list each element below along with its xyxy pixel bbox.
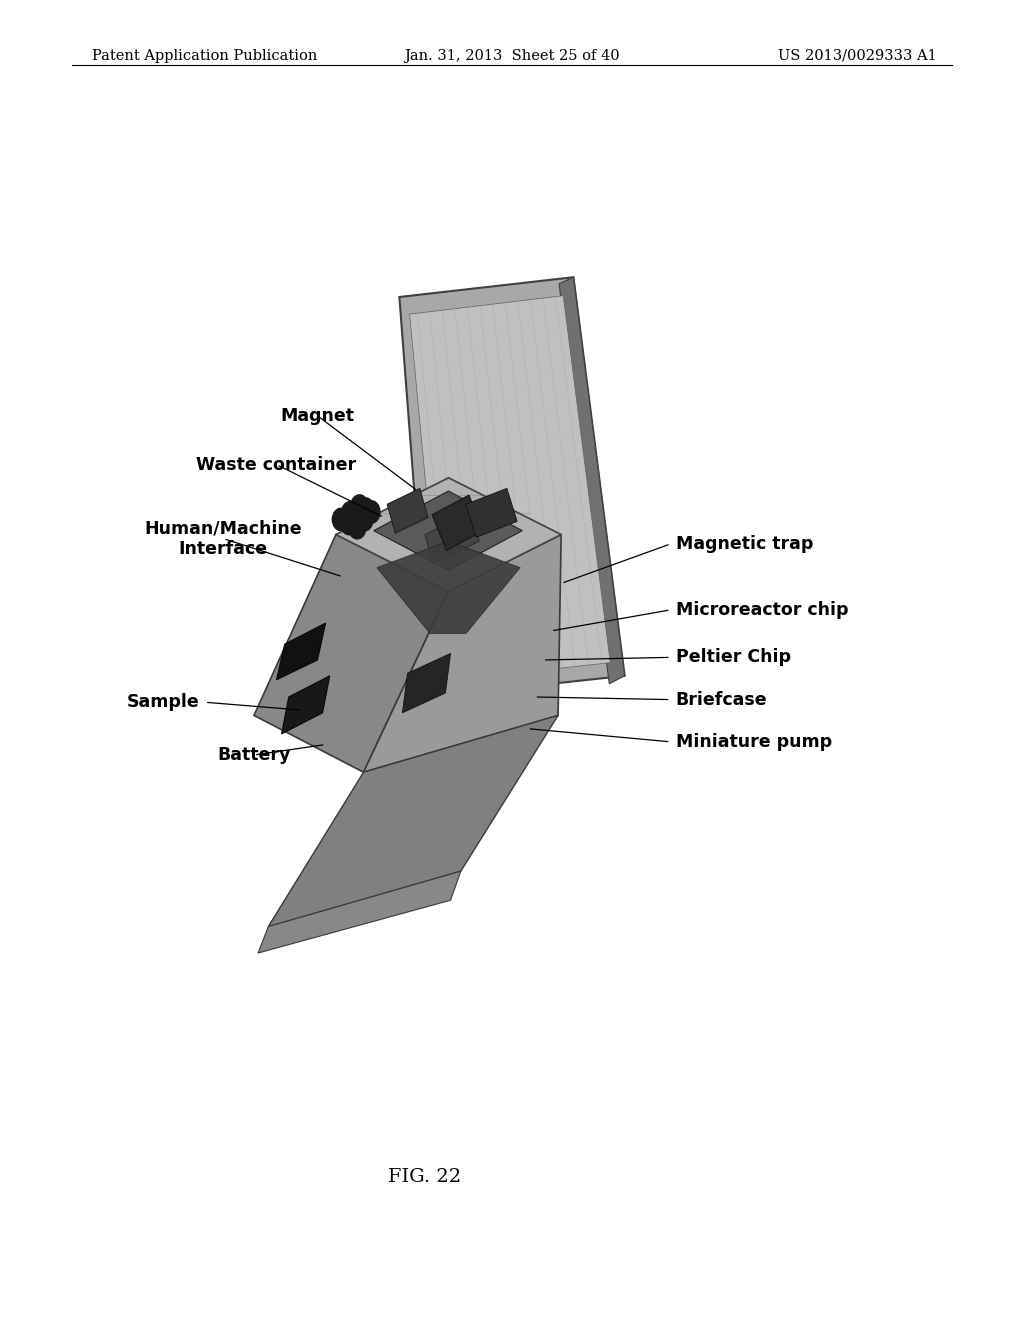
Polygon shape xyxy=(387,488,428,533)
Polygon shape xyxy=(268,715,558,927)
Circle shape xyxy=(356,498,374,520)
Text: Jan. 31, 2013  Sheet 25 of 40: Jan. 31, 2013 Sheet 25 of 40 xyxy=(404,49,620,63)
Polygon shape xyxy=(276,623,326,680)
Circle shape xyxy=(342,502,359,524)
Text: Magnetic trap: Magnetic trap xyxy=(676,535,813,553)
Text: Miniature pump: Miniature pump xyxy=(676,733,831,751)
Text: Magnet: Magnet xyxy=(281,407,354,425)
Text: Peltier Chip: Peltier Chip xyxy=(676,648,791,667)
Circle shape xyxy=(340,512,357,535)
Polygon shape xyxy=(258,871,461,953)
Polygon shape xyxy=(377,541,520,634)
Polygon shape xyxy=(374,491,522,570)
Circle shape xyxy=(348,506,366,528)
Text: Microreactor chip: Microreactor chip xyxy=(676,601,848,619)
Polygon shape xyxy=(425,512,479,564)
Text: Sample: Sample xyxy=(127,693,200,711)
Polygon shape xyxy=(559,277,625,684)
Polygon shape xyxy=(410,296,610,681)
Text: Battery: Battery xyxy=(217,746,291,764)
Text: Human/Machine
Interface: Human/Machine Interface xyxy=(144,519,302,558)
Text: Waste container: Waste container xyxy=(197,455,356,474)
Circle shape xyxy=(355,508,373,531)
Polygon shape xyxy=(282,676,330,734)
Polygon shape xyxy=(432,495,483,550)
Polygon shape xyxy=(466,488,517,537)
Polygon shape xyxy=(336,478,561,591)
Text: US 2013/0029333 A1: US 2013/0029333 A1 xyxy=(778,49,937,63)
Text: FIG. 22: FIG. 22 xyxy=(388,1168,462,1187)
Polygon shape xyxy=(402,653,451,713)
Text: Briefcase: Briefcase xyxy=(676,690,767,709)
Circle shape xyxy=(362,500,380,523)
Text: Patent Application Publication: Patent Application Publication xyxy=(92,49,317,63)
Circle shape xyxy=(348,516,366,539)
Polygon shape xyxy=(336,478,561,591)
Polygon shape xyxy=(364,535,561,772)
Polygon shape xyxy=(254,535,449,772)
Circle shape xyxy=(351,495,369,517)
Polygon shape xyxy=(399,277,625,697)
Circle shape xyxy=(333,508,350,531)
